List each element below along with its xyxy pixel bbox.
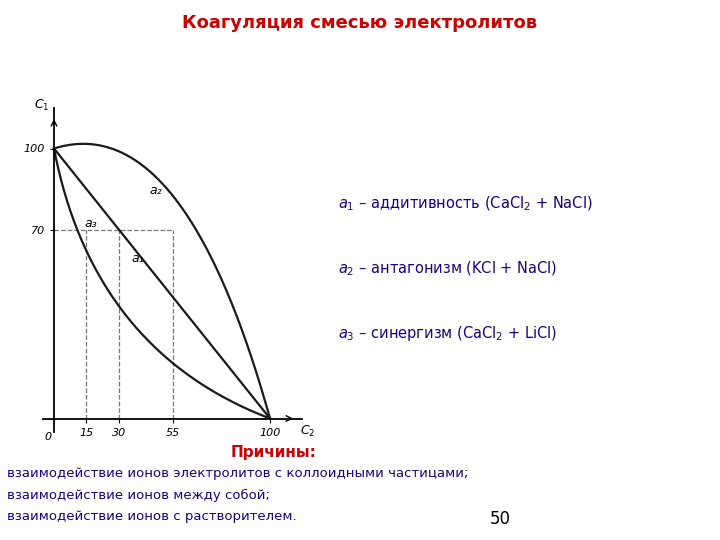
Text: $a_3$ – синергизм (CaCl$_2$ + LiCl): $a_3$ – синергизм (CaCl$_2$ + LiCl) xyxy=(338,324,558,343)
Text: взаимодействие ионов между собой;: взаимодействие ионов между собой; xyxy=(7,489,270,502)
Text: a₂: a₂ xyxy=(149,184,162,198)
Text: $\it{C_1}$: $\it{C_1}$ xyxy=(35,98,50,113)
Text: 0: 0 xyxy=(44,432,51,442)
Text: Коагуляция смесью электролитов: Коагуляция смесью электролитов xyxy=(182,14,538,31)
Text: 50: 50 xyxy=(490,510,510,528)
Text: Причины:: Причины: xyxy=(230,446,317,461)
Text: $a_1$ – аддитивность (CaCl$_2$ + NaCl): $a_1$ – аддитивность (CaCl$_2$ + NaCl) xyxy=(338,194,593,213)
Text: a₁: a₁ xyxy=(132,252,145,265)
Text: $a_2$ – антагонизм (KCl + NaCl): $a_2$ – антагонизм (KCl + NaCl) xyxy=(338,259,558,278)
Text: взаимодействие ионов с растворителем.: взаимодействие ионов с растворителем. xyxy=(7,510,297,523)
Text: $\it{C_2}$: $\it{C_2}$ xyxy=(300,424,315,439)
Text: a₃: a₃ xyxy=(84,217,97,230)
Text: взаимодействие ионов электролитов с коллоидными частицами;: взаимодействие ионов электролитов с колл… xyxy=(7,467,469,480)
